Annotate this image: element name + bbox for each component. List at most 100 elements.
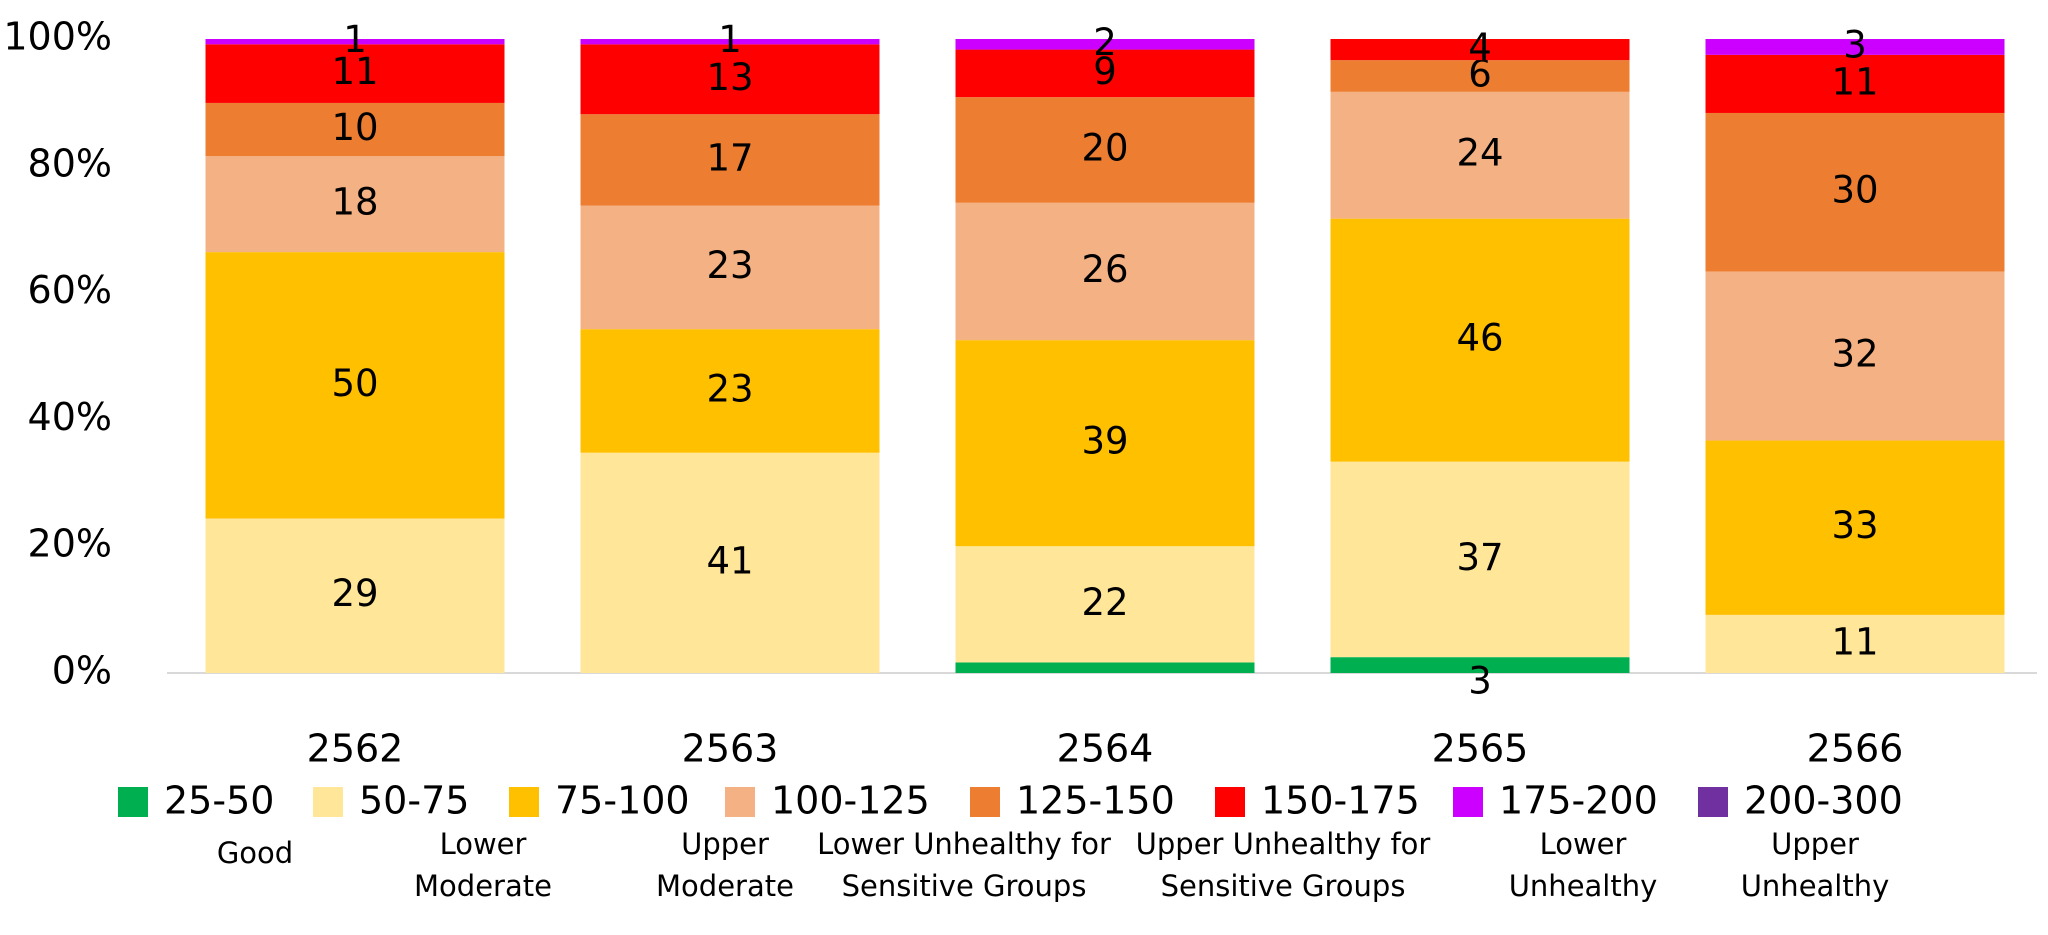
bar-segment: [205, 518, 505, 673]
data-label: 46: [1456, 317, 1503, 360]
y-tick-label: 100%: [3, 15, 112, 59]
legend-description: Sensitive Groups: [842, 869, 1087, 903]
y-tick-label: 60%: [28, 268, 112, 312]
bar-segment: [580, 205, 880, 330]
bar-segment: [955, 202, 1255, 341]
data-label: 17: [706, 136, 753, 179]
legend-swatch: [313, 787, 343, 817]
legend-label: 100-125: [771, 779, 930, 823]
data-label: 30: [1831, 169, 1878, 212]
bar-segment: [580, 329, 880, 453]
legend-label: 175-200: [1499, 779, 1658, 823]
bar-segment: [205, 102, 505, 157]
bar-segment: [1330, 91, 1630, 219]
data-label: 1: [343, 18, 367, 61]
bar-segment: [955, 340, 1255, 547]
data-label: 1: [718, 18, 742, 61]
legend-description: Moderate: [414, 869, 552, 903]
bar-segment: [955, 49, 1255, 98]
data-label: 10: [331, 106, 378, 149]
legend-description: Lower: [1540, 827, 1627, 861]
x-tick-label: 2565: [1432, 727, 1529, 771]
x-tick-label: 2562: [307, 727, 404, 771]
legend-description: Moderate: [656, 869, 794, 903]
data-label: 26: [1081, 248, 1128, 291]
legend-description: Upper Unhealthy for: [1136, 827, 1431, 861]
y-tick-label: 80%: [28, 141, 112, 185]
y-tick-label: 40%: [28, 395, 112, 439]
legend-swatch: [1215, 787, 1245, 817]
legend-description: Good: [217, 836, 293, 870]
legend-description: Upper: [1771, 827, 1859, 861]
bar-segment: [205, 156, 505, 253]
legend-description: Upper: [681, 827, 769, 861]
legend-description: Unhealthy: [1509, 869, 1658, 903]
bar-segment: [1330, 60, 1630, 92]
bar-segment: [1330, 218, 1630, 462]
x-tick-label: 2564: [1057, 727, 1154, 771]
data-label: 3: [1468, 660, 1492, 703]
data-label: 3: [1843, 23, 1867, 66]
data-label: 39: [1081, 420, 1128, 463]
legend-description: Lower: [440, 827, 527, 861]
legend-description: Unhealthy: [1741, 869, 1890, 903]
bar-segment: [205, 44, 505, 103]
data-label: 33: [1831, 504, 1878, 547]
data-label: 18: [331, 181, 378, 224]
data-label: 32: [1831, 333, 1878, 376]
bar-segment: [580, 452, 880, 673]
data-label: 9: [1093, 50, 1117, 93]
bar-segment: [1705, 440, 2005, 615]
data-label: 41: [706, 539, 753, 582]
bar-segment: [1705, 112, 2005, 272]
bar-segment: [580, 44, 880, 115]
data-label: 50: [331, 362, 378, 405]
data-label: 13: [706, 56, 753, 99]
legend-swatch: [509, 787, 539, 817]
bar-segment: [955, 97, 1255, 203]
legend-label: 125-150: [1016, 779, 1175, 823]
bar-segment: [1705, 614, 2005, 673]
legend-label: 50-75: [359, 779, 469, 823]
data-label: 11: [1831, 60, 1878, 103]
legend-label: 150-175: [1261, 779, 1420, 823]
legend-label: 25-50: [164, 779, 274, 823]
bar-segment: [955, 546, 1255, 663]
bar-segment: [1705, 271, 2005, 441]
x-tick-label: 2563: [682, 727, 779, 771]
data-label: 20: [1081, 126, 1128, 169]
x-tick-label: 2566: [1807, 727, 1904, 771]
data-label: 22: [1081, 581, 1128, 624]
data-label: 29: [331, 572, 378, 615]
bar-segment: [955, 39, 1255, 50]
legend-swatch: [1698, 787, 1728, 817]
legend-description: Sensitive Groups: [1161, 869, 1406, 903]
bar-segment: [1330, 39, 1630, 61]
bar-segment: [205, 39, 505, 45]
y-tick-label: 20%: [28, 522, 112, 566]
legend-swatch: [1453, 787, 1483, 817]
legend-label: 200-300: [1744, 779, 1903, 823]
data-label: 23: [706, 244, 753, 287]
data-label: 37: [1456, 536, 1503, 579]
bar-segment: [1330, 461, 1630, 658]
legend-label: 75-100: [555, 779, 690, 823]
legend-swatch: [970, 787, 1000, 817]
data-label: 11: [1831, 620, 1878, 663]
data-label: 4: [1468, 26, 1492, 69]
data-label: 2: [1093, 21, 1117, 64]
data-label: 24: [1456, 132, 1503, 175]
legend-swatch: [118, 787, 148, 817]
data-label: 6: [1468, 52, 1492, 95]
bar-segment: [1330, 657, 1630, 673]
bar-segment: [1705, 39, 2005, 55]
y-tick-label: 0%: [52, 649, 112, 693]
legend-description: Lower Unhealthy for: [817, 827, 1111, 861]
bar-segment: [580, 39, 880, 45]
bar-segment: [1705, 54, 2005, 113]
legend-swatch: [725, 787, 755, 817]
data-label: 11: [331, 50, 378, 93]
data-label: 23: [706, 367, 753, 410]
bar-segment: [955, 662, 1255, 673]
